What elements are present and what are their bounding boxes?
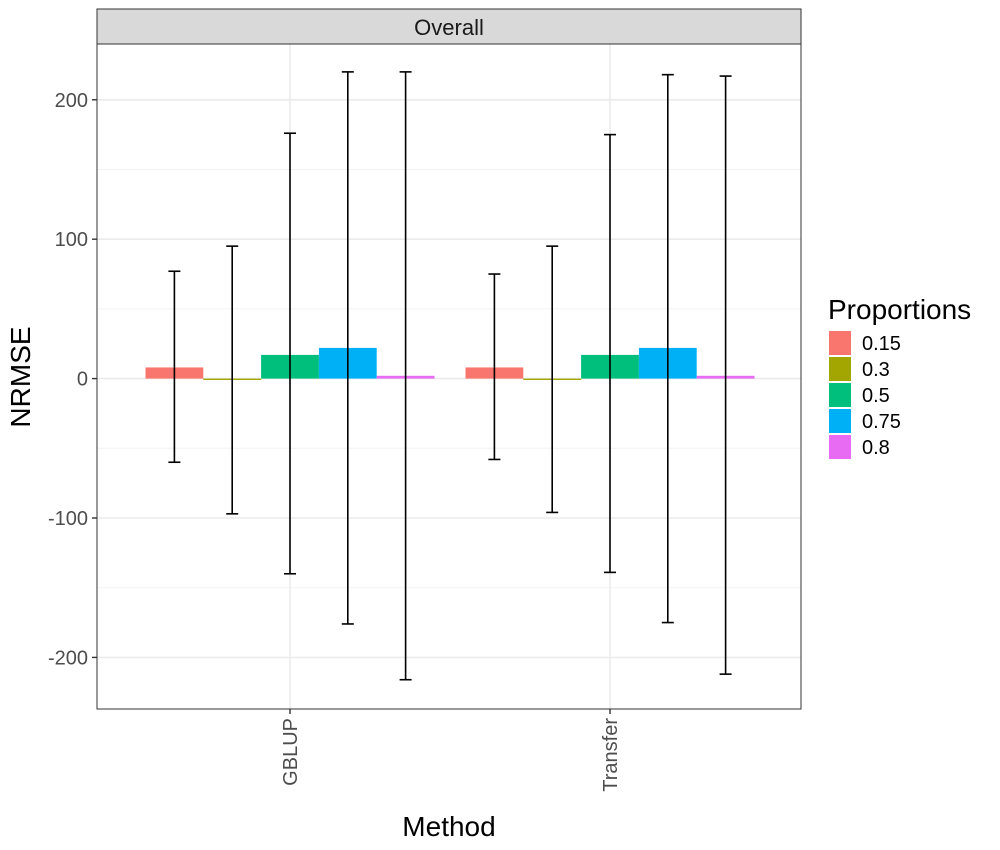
legend-label: 0.5: [862, 385, 890, 407]
x-axis-title: Method: [402, 811, 495, 842]
x-tick-label: Transfer: [600, 718, 622, 792]
legend-key-0.75: [829, 409, 851, 433]
legend-label: 0.3: [862, 359, 890, 381]
legend: Proportions 0.15 0.3 0.5 0.75 0.8: [828, 294, 971, 459]
y-tick-label: -100: [48, 508, 88, 530]
y-tick-label: 0: [77, 369, 88, 391]
legend-key-0.3: [829, 357, 851, 381]
x-axis: GBLUP Transfer: [280, 709, 622, 792]
legend-items: 0.15 0.3 0.5 0.75 0.8: [829, 331, 901, 459]
y-tick-label: -200: [48, 647, 88, 669]
y-tick-label: 200: [55, 90, 88, 112]
legend-key-0.8: [829, 435, 851, 459]
legend-key-0.5: [829, 383, 851, 407]
legend-key-0.15: [829, 331, 851, 355]
y-axis: -200 -100 0 100 200: [48, 90, 97, 670]
y-axis-title: NRMSE: [5, 326, 36, 427]
facet-title: Overall: [414, 15, 484, 40]
legend-label: 0.75: [862, 411, 901, 433]
legend-label: 0.15: [862, 333, 901, 355]
x-tick-label: GBLUP: [280, 718, 302, 786]
legend-label: 0.8: [862, 437, 890, 459]
y-tick-label: 100: [55, 229, 88, 251]
legend-title: Proportions: [828, 294, 971, 325]
